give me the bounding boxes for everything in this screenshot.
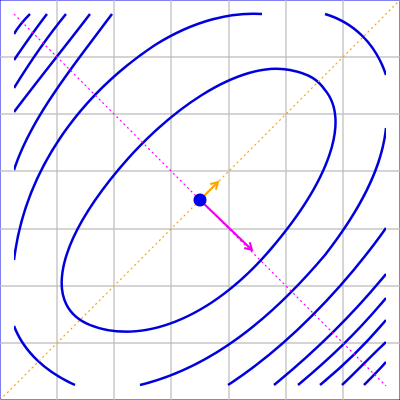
contour-ring-8-lower (363, 361, 386, 386)
contour-ring-7-upper (14, 13, 31, 35)
contour-ring-4-upper (14, 13, 91, 113)
contour-ring-left-bottom (14, 325, 76, 387)
eigenvector-2-arrow (199, 199, 252, 250)
contour-ellipse-inner (60, 67, 337, 333)
contour-ring-right-top (324, 12, 386, 76)
contour-ring-3-upper (14, 13, 113, 171)
contour-ring-2-upper (14, 12, 263, 261)
contour-ring-5-upper (14, 13, 67, 89)
contour-ring-6-upper (14, 13, 48, 61)
contour-ring-4-lower (273, 273, 386, 386)
contour-lines (14, 12, 386, 387)
contour-ring-5-lower (297, 297, 386, 386)
contour-ring-2-lower (139, 127, 386, 387)
contour-ring-6-lower (319, 319, 386, 386)
contour-ring-3-lower (227, 227, 386, 387)
contour-ring-7-lower (341, 341, 386, 386)
center-point (193, 193, 207, 207)
